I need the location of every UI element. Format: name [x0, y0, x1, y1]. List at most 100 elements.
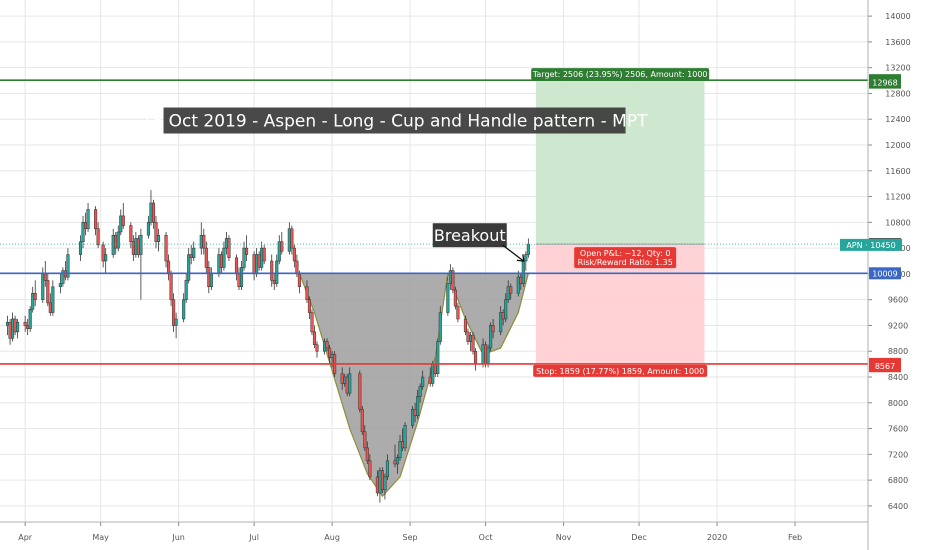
- candle-body: [365, 447, 369, 462]
- candle-body: [199, 234, 203, 249]
- breakout-label: Breakout: [434, 226, 506, 245]
- candle-body: [149, 202, 153, 223]
- candle-body: [239, 267, 244, 288]
- candlesticks: [5, 190, 530, 503]
- candle-body: [363, 431, 367, 449]
- candle-body: [486, 347, 490, 365]
- candle-body: [526, 243, 530, 255]
- candle-body: [114, 234, 118, 249]
- y-tick-label: 9600: [888, 296, 908, 305]
- profit-zone: [535, 80, 705, 245]
- candle-body: [207, 267, 211, 288]
- candle-body: [204, 247, 208, 268]
- x-tick-label: May: [92, 533, 109, 542]
- candle-body: [164, 234, 168, 262]
- stop-label: Stop: 1859 (17.77%) 1859, Amount: 1000: [536, 367, 704, 376]
- candle-body: [456, 305, 460, 320]
- candle-body: [209, 273, 213, 288]
- candle-body: [131, 241, 135, 255]
- candle-body: [23, 321, 27, 326]
- x-tick-label: Sep: [403, 533, 418, 542]
- candle-body: [202, 234, 206, 249]
- pnl-line-2: Risk/Reward Ratio: 1.35: [578, 258, 673, 267]
- candle-body: [234, 257, 239, 275]
- x-tick-label: 2020: [707, 533, 727, 542]
- candle-body: [139, 234, 143, 255]
- y-tick-label: 7200: [888, 450, 908, 459]
- candle-body: [380, 470, 384, 491]
- candle-body: [33, 292, 37, 300]
- candle-body: [473, 350, 478, 365]
- candle-body: [8, 321, 12, 339]
- y-tick-label: 6400: [888, 502, 908, 511]
- candle-body: [119, 215, 123, 233]
- candle-body: [227, 238, 231, 259]
- candle-body: [411, 408, 415, 426]
- candle-body: [287, 228, 291, 252]
- candle-body: [428, 376, 432, 384]
- x-tick-label: Oct: [479, 533, 493, 542]
- price-label: 8567: [875, 362, 895, 371]
- candle-body: [524, 254, 528, 262]
- candle-body: [307, 299, 312, 313]
- candle-body: [489, 325, 493, 349]
- y-tick-label: 9200: [888, 321, 908, 330]
- candle-body: [184, 280, 188, 300]
- candle-body: [451, 270, 455, 291]
- candle-body: [375, 476, 379, 494]
- candle-body: [46, 280, 50, 304]
- candle-body: [297, 273, 301, 288]
- candle-body: [491, 325, 495, 333]
- stop-label-box: [533, 364, 708, 377]
- candle-body: [189, 254, 193, 259]
- x-tick-label: Aug: [324, 533, 340, 542]
- candle-body: [237, 273, 241, 288]
- candle-body: [83, 222, 88, 230]
- candle-body: [401, 441, 405, 449]
- candle-body: [172, 299, 176, 326]
- candle-body: [121, 215, 125, 226]
- candle-body: [43, 273, 47, 281]
- candle-body: [86, 209, 90, 230]
- candle-body: [345, 376, 349, 394]
- y-tick-label: 8000: [888, 399, 908, 408]
- candle-body: [129, 225, 133, 242]
- candle-body: [310, 312, 314, 333]
- candle-body: [156, 234, 161, 242]
- candle-body: [169, 273, 173, 300]
- y-tick-label: 11600: [885, 167, 910, 176]
- y-tick-label: 13200: [885, 64, 910, 73]
- candle-body: [383, 476, 387, 491]
- y-tick-label: 12000: [885, 141, 910, 150]
- candle-body: [104, 254, 108, 262]
- candle-body: [96, 228, 100, 246]
- breakout-box: [432, 223, 507, 248]
- candle-body: [151, 202, 156, 223]
- candle-body: [16, 321, 20, 333]
- candle-body: [28, 309, 32, 329]
- candle-body: [453, 289, 457, 307]
- candle-body: [358, 373, 362, 410]
- price-label: 10009: [872, 269, 897, 278]
- candle-body: [5, 321, 10, 326]
- candle-body: [393, 460, 397, 465]
- candle-body: [252, 254, 256, 275]
- price-label-box: [869, 267, 901, 280]
- candle-body: [519, 276, 523, 284]
- candle-body: [436, 341, 440, 375]
- candle-body: [466, 331, 470, 342]
- candle-body: [395, 457, 400, 465]
- candle-body: [174, 318, 178, 326]
- candle-body: [378, 470, 382, 494]
- candle-body: [516, 276, 520, 294]
- candle-body: [167, 260, 171, 275]
- candle-body: [325, 341, 329, 349]
- y-tick-label: 10800: [885, 218, 910, 227]
- candle-body: [446, 283, 450, 313]
- candle-body: [330, 354, 334, 358]
- candle-body: [51, 286, 55, 313]
- candle-body: [504, 299, 508, 320]
- candle-body: [280, 241, 284, 252]
- candle-body: [438, 312, 442, 342]
